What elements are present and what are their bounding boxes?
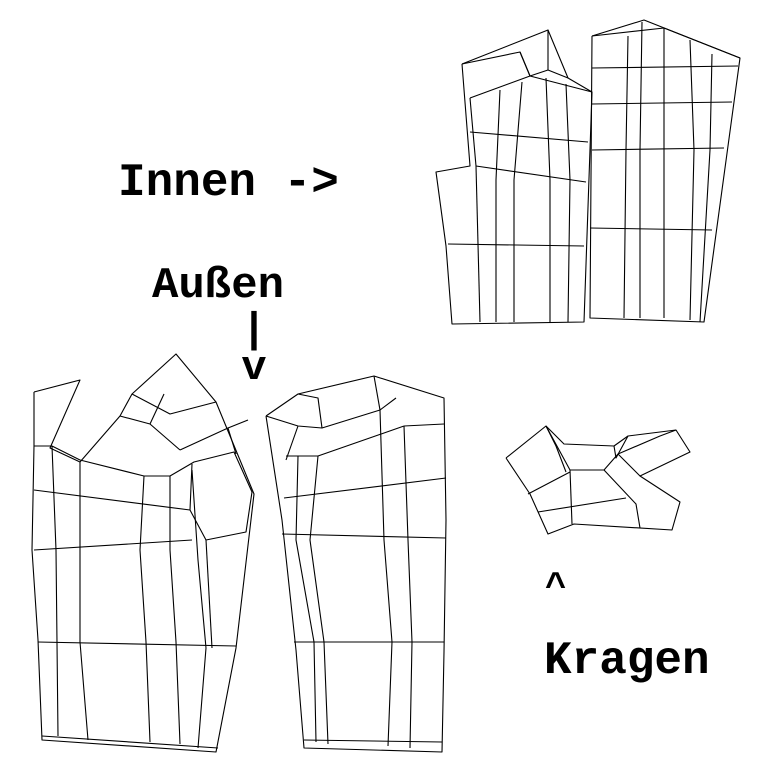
innen-label: Innen -> [118,157,339,209]
kragen-label: Kragen [544,635,710,687]
aussen-label: Außen [152,261,285,311]
aussen-right-piece [265,375,447,753]
aussen-left-piece [31,353,255,753]
kragen-piece [505,425,691,535]
kragen-arrow: ^ [545,567,567,608]
aussen-arrow: | v [241,306,267,392]
innen-right-piece [589,19,741,323]
innen-left-piece [435,29,593,325]
